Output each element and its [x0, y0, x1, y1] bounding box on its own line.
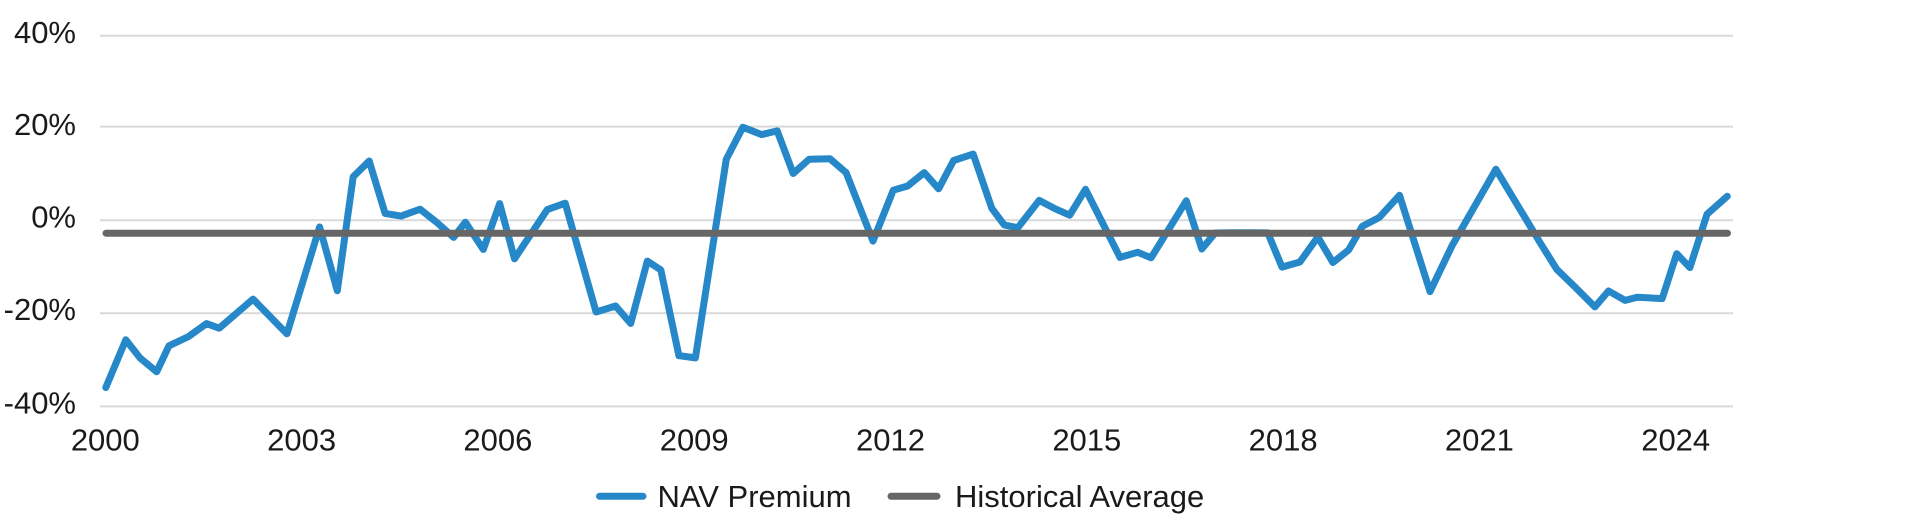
- svg-text:2015: 2015: [1052, 423, 1121, 458]
- svg-text:2000: 2000: [71, 423, 140, 458]
- svg-text:-20%: -20%: [4, 292, 76, 327]
- svg-text:2012: 2012: [856, 423, 925, 458]
- svg-text:2006: 2006: [463, 423, 532, 458]
- svg-text:2018: 2018: [1249, 423, 1318, 458]
- svg-text:20%: 20%: [14, 107, 76, 142]
- svg-text:2021: 2021: [1445, 423, 1514, 458]
- svg-text:40%: 40%: [14, 15, 76, 50]
- svg-text:0%: 0%: [31, 199, 76, 234]
- svg-text:2024: 2024: [1641, 423, 1710, 458]
- svg-text:-40%: -40%: [4, 385, 76, 420]
- svg-text:Historical Average: Historical Average: [955, 479, 1204, 514]
- svg-text:2003: 2003: [267, 423, 336, 458]
- svg-text:NAV Premium: NAV Premium: [658, 479, 852, 514]
- svg-text:2009: 2009: [660, 423, 729, 458]
